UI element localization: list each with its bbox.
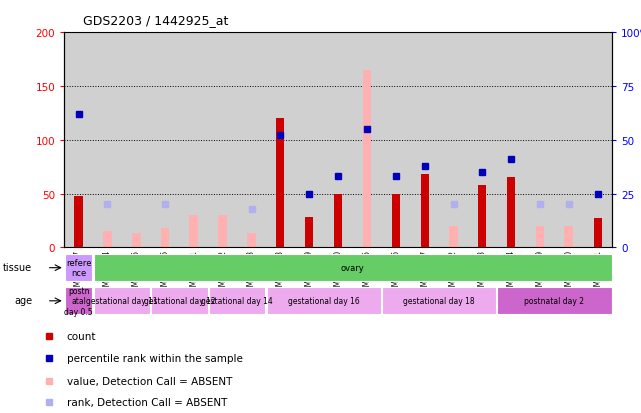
- Bar: [392, 194, 400, 248]
- Bar: [449, 226, 458, 248]
- Text: rank, Detection Call = ABSENT: rank, Detection Call = ABSENT: [67, 397, 227, 407]
- Text: age: age: [14, 296, 32, 306]
- Bar: [507, 178, 515, 248]
- Bar: [536, 226, 544, 248]
- Bar: [594, 219, 602, 248]
- Text: count: count: [67, 331, 96, 341]
- Text: ovary: ovary: [340, 263, 365, 273]
- Bar: [94, 288, 150, 314]
- Bar: [219, 216, 227, 248]
- Bar: [132, 234, 140, 248]
- Text: postnatal day 2: postnatal day 2: [524, 297, 585, 306]
- Bar: [209, 288, 265, 314]
- Bar: [65, 288, 92, 314]
- Text: gestational day 18: gestational day 18: [403, 297, 475, 306]
- Text: gestational day 11: gestational day 11: [86, 297, 158, 306]
- Bar: [334, 194, 342, 248]
- Text: percentile rank within the sample: percentile rank within the sample: [67, 354, 242, 363]
- Text: GDS2203 / 1442925_at: GDS2203 / 1442925_at: [83, 14, 229, 27]
- Bar: [65, 255, 92, 281]
- Text: postn
atal
day 0.5: postn atal day 0.5: [64, 286, 93, 316]
- Bar: [363, 71, 371, 248]
- Bar: [247, 234, 256, 248]
- Text: value, Detection Call = ABSENT: value, Detection Call = ABSENT: [67, 376, 232, 386]
- Bar: [190, 216, 198, 248]
- Bar: [382, 288, 496, 314]
- Bar: [478, 185, 487, 248]
- Bar: [276, 119, 285, 248]
- Bar: [565, 226, 573, 248]
- Text: refere
nce: refere nce: [66, 259, 91, 278]
- Bar: [305, 218, 313, 248]
- Bar: [420, 175, 429, 248]
- Bar: [151, 288, 208, 314]
- Text: gestational day 14: gestational day 14: [201, 297, 273, 306]
- Bar: [267, 288, 381, 314]
- Bar: [74, 196, 83, 248]
- Text: gestational day 12: gestational day 12: [144, 297, 215, 306]
- Bar: [161, 228, 169, 248]
- Bar: [497, 288, 612, 314]
- Bar: [103, 232, 112, 248]
- Text: tissue: tissue: [3, 263, 32, 273]
- Text: gestational day 16: gestational day 16: [288, 297, 360, 306]
